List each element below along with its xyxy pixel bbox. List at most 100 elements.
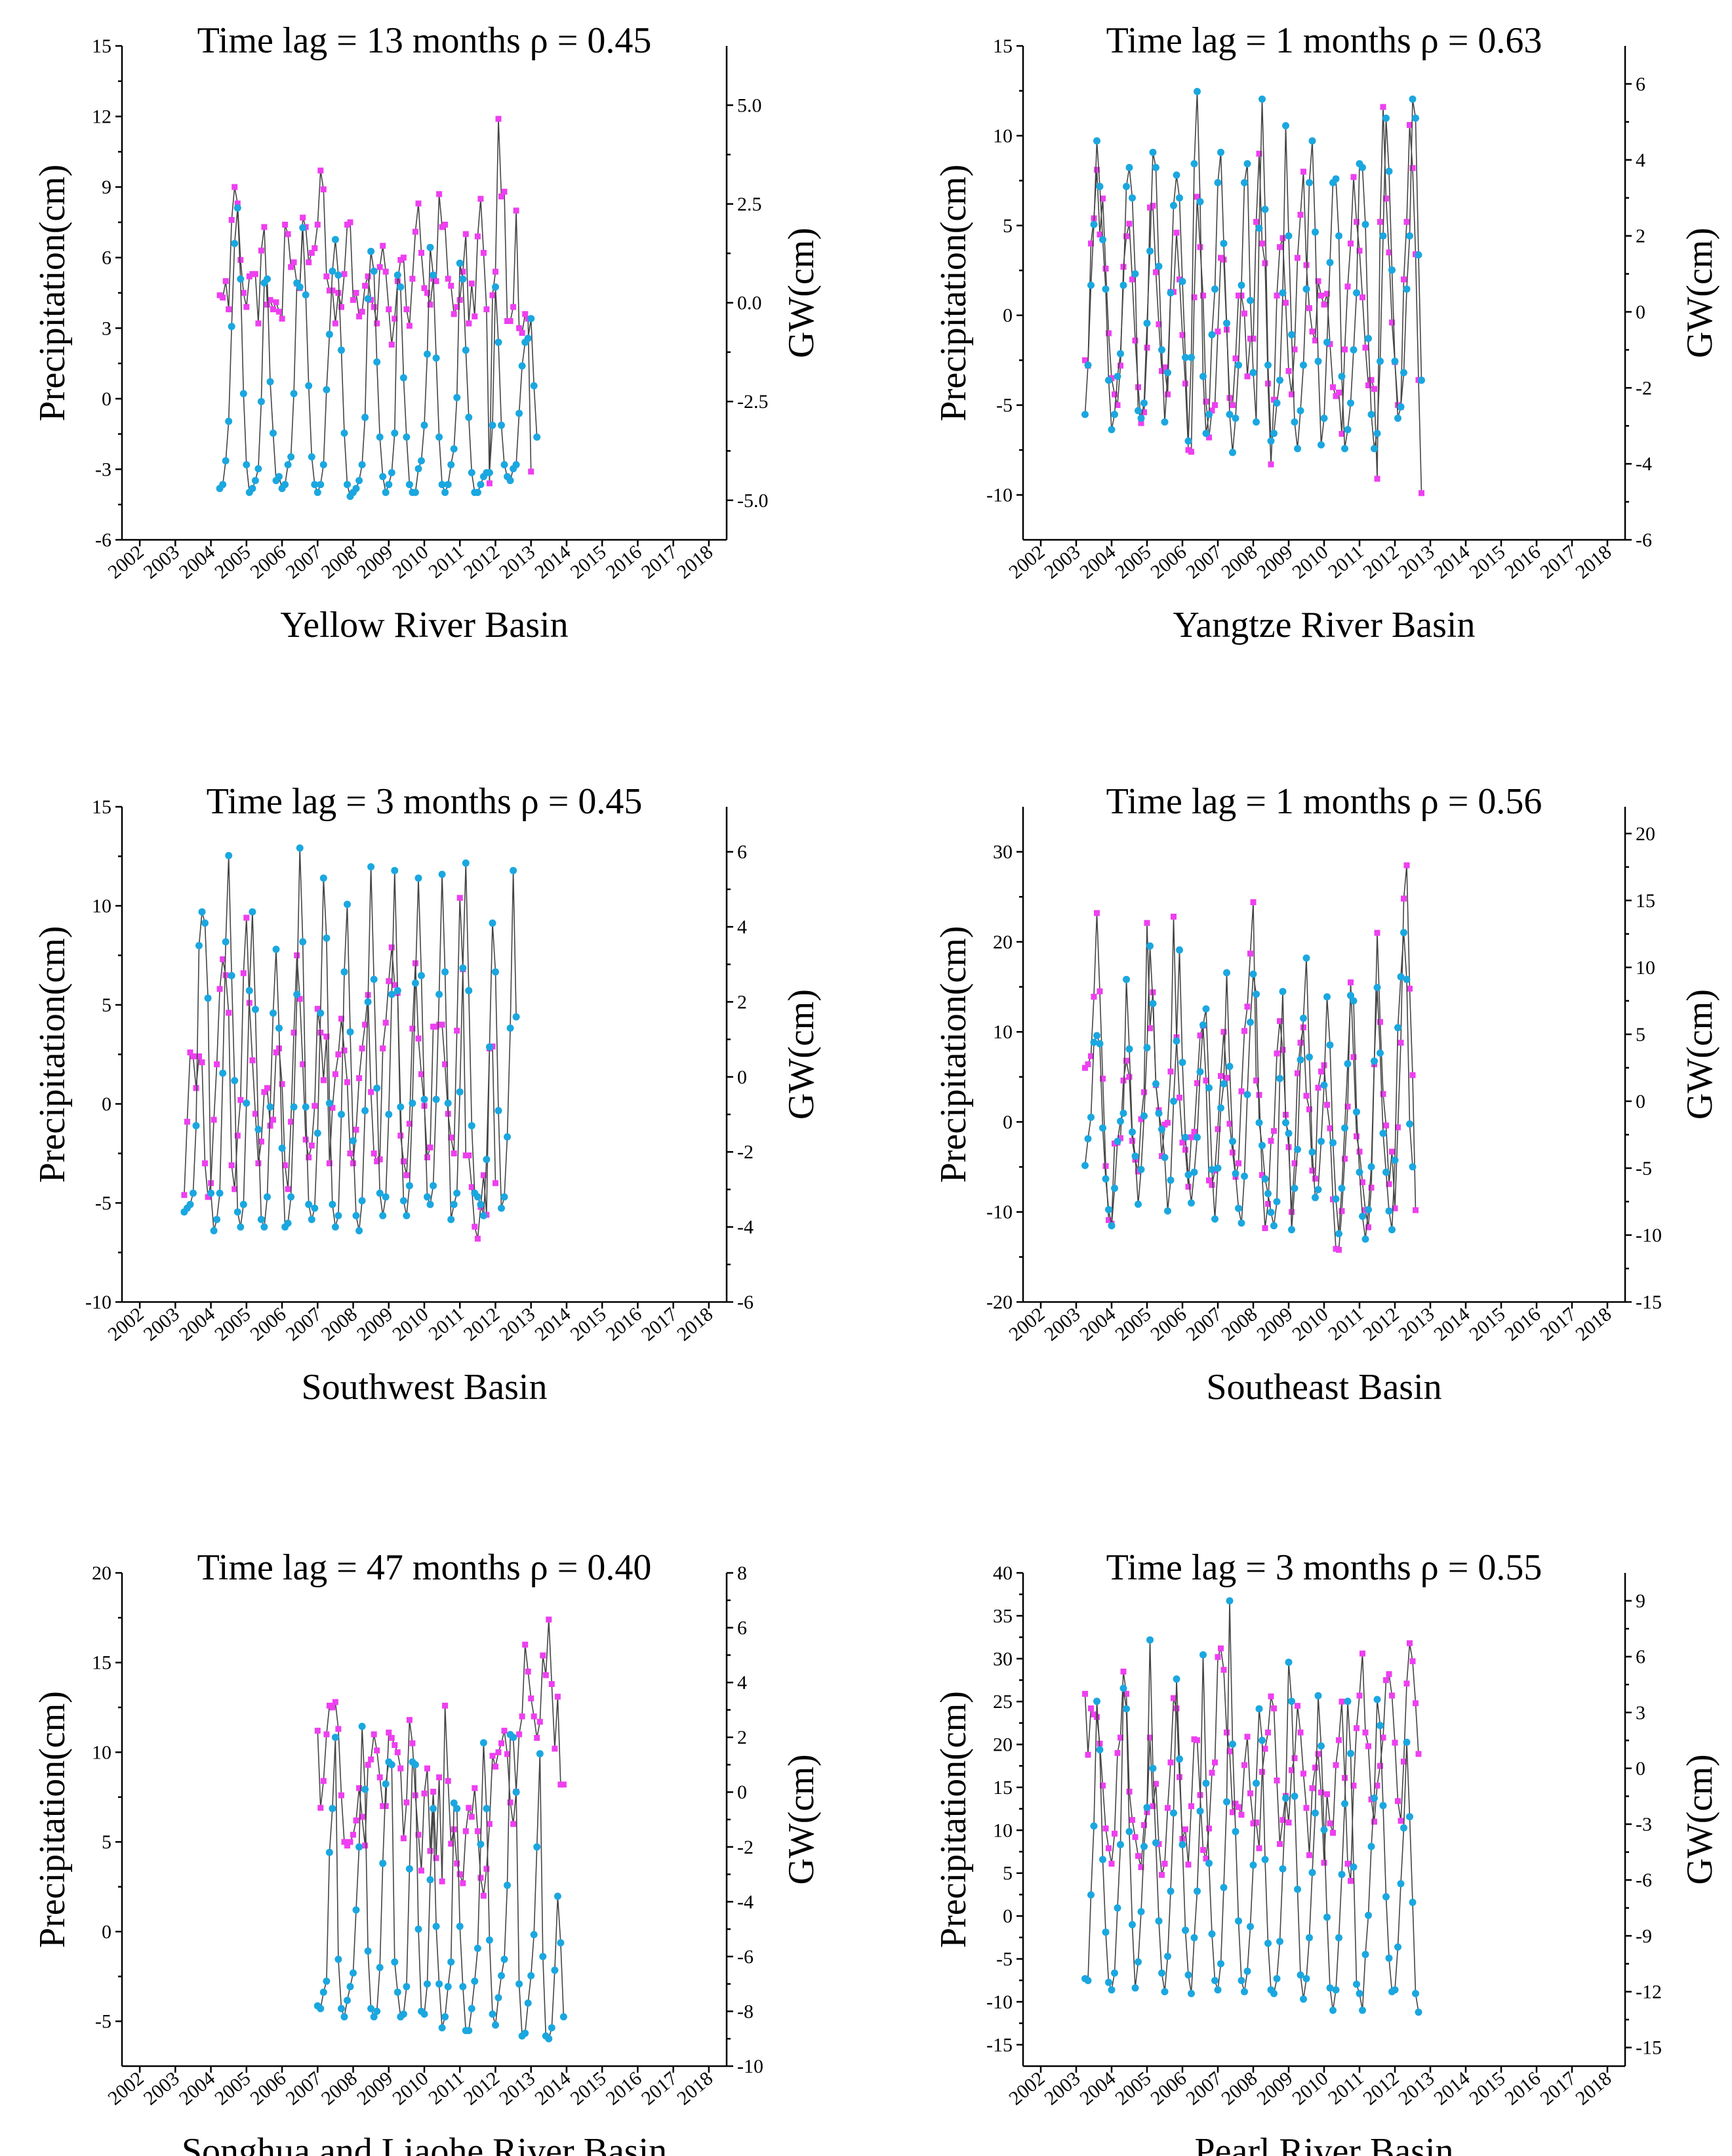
gw-point [239,1200,247,1208]
precipitation-point [1165,1120,1171,1126]
gw-point [1270,430,1278,437]
precipitation-point [1123,1690,1129,1697]
precipitation-point [376,1774,383,1781]
gw-point [1146,247,1154,255]
precipitation-point [415,1035,422,1042]
gw-point [447,1958,455,1966]
precipitation-point [1336,1246,1342,1253]
precipitation-point [386,306,392,313]
precipitation-point [214,1061,220,1068]
precipitation-point [1200,293,1206,299]
precipitation-point [1409,165,1416,171]
gw-point [186,1200,194,1208]
x-tick-label: 2010 [1288,541,1332,583]
precipitation-point [312,245,318,251]
gw-point [1361,1951,1369,1959]
precipitation-point [1102,1163,1109,1170]
basin-label: Southwest Basin [302,1367,548,1408]
gw-point [370,2013,378,2021]
gw-point [1382,1168,1390,1176]
right-y-axis-title: GW(cm) [781,1754,822,1884]
right-y-tick-label: -6 [1636,1869,1652,1891]
precipitation-point [326,1160,332,1167]
basin-label: Yangtze River Basin [1173,605,1476,645]
precipitation-point [205,1194,211,1200]
precipitation-point [1091,994,1097,1000]
precipitation-point [344,1079,350,1086]
precipitation-point [1244,1734,1251,1740]
precipitation-point [228,216,235,223]
precipitation-point [329,1105,336,1111]
precipitation-point [1191,294,1198,300]
gw-point [1400,929,1407,937]
gw-point [1385,1207,1393,1215]
x-tick-label: 2004 [175,541,219,583]
right-y-tick-label: -9 [1636,1925,1652,1947]
gw-point [1125,1827,1133,1835]
gw-point [1347,992,1354,1000]
gw-point [1379,232,1387,240]
precipitation-point [1118,1135,1123,1141]
precipitation-point [359,308,365,315]
x-tick-label: 2010 [1288,2067,1332,2109]
gw-point [352,1211,360,1219]
gw-point [399,2010,407,2018]
gw-point [1344,1060,1352,1068]
gw-point [1205,1860,1213,1867]
gw-point [411,979,419,987]
precipitation-point [350,1160,356,1167]
precipitation-point [1165,391,1171,397]
gw-point [1406,1120,1413,1128]
precipitation-point [376,1156,383,1163]
right-y-tick-label: -2.5 [737,391,769,413]
gw-point [1202,1005,1210,1013]
left-y-axis-title: Precipitation(cm) [933,1691,974,1948]
gw-point [1367,1163,1375,1171]
gw-point [1347,399,1354,407]
precipitation-point [356,1785,363,1791]
precipitation-point [1118,1734,1123,1741]
gw-point [1302,954,1310,962]
precipitation-point [1114,1750,1121,1757]
gw-point [239,390,247,397]
gw-point [403,433,411,441]
precipitation-point [1182,1147,1188,1153]
precipitation-point [1403,862,1410,868]
precipitation-point [1403,218,1410,225]
precipitation-point [1383,195,1389,202]
precipitation-point [462,1828,469,1835]
gw-point [257,397,265,405]
precipitation-point [1226,1748,1233,1755]
gw-point [370,267,378,275]
gw-point [1391,1986,1399,1994]
gw-point [1249,1861,1257,1869]
precipitation-point [436,191,443,197]
precipitation-point [1138,1864,1144,1871]
gw-point [1096,1040,1104,1047]
precipitation-point [220,295,226,301]
precipitation-point [1289,1209,1295,1215]
gw-point [1178,1059,1186,1067]
precipitation-point [1362,1729,1369,1736]
right-y-tick-label: 0 [1636,1091,1645,1112]
gw-point [350,1969,357,1977]
precipitation-point [261,224,268,230]
gw-point [1288,331,1295,338]
left-y-tick-label: 25 [993,1691,1013,1713]
precipitation-point [1271,1705,1277,1712]
precipitation-point [1129,1817,1135,1823]
gw-point [450,445,458,453]
precipitation-point [232,184,238,190]
precipitation-point [356,313,363,319]
gw-point [1377,1049,1384,1057]
gw-point [222,457,230,464]
precipitation-point [1274,1778,1280,1783]
gw-point [1291,1185,1299,1192]
precipitation-point [184,1118,190,1125]
precipitation-point [1297,1040,1304,1046]
right-y-tick-label: -2 [737,1837,754,1858]
gw-point [1412,114,1419,122]
precipitation-point [415,200,422,207]
precipitation-point [1265,380,1271,387]
gw-point [355,477,363,485]
